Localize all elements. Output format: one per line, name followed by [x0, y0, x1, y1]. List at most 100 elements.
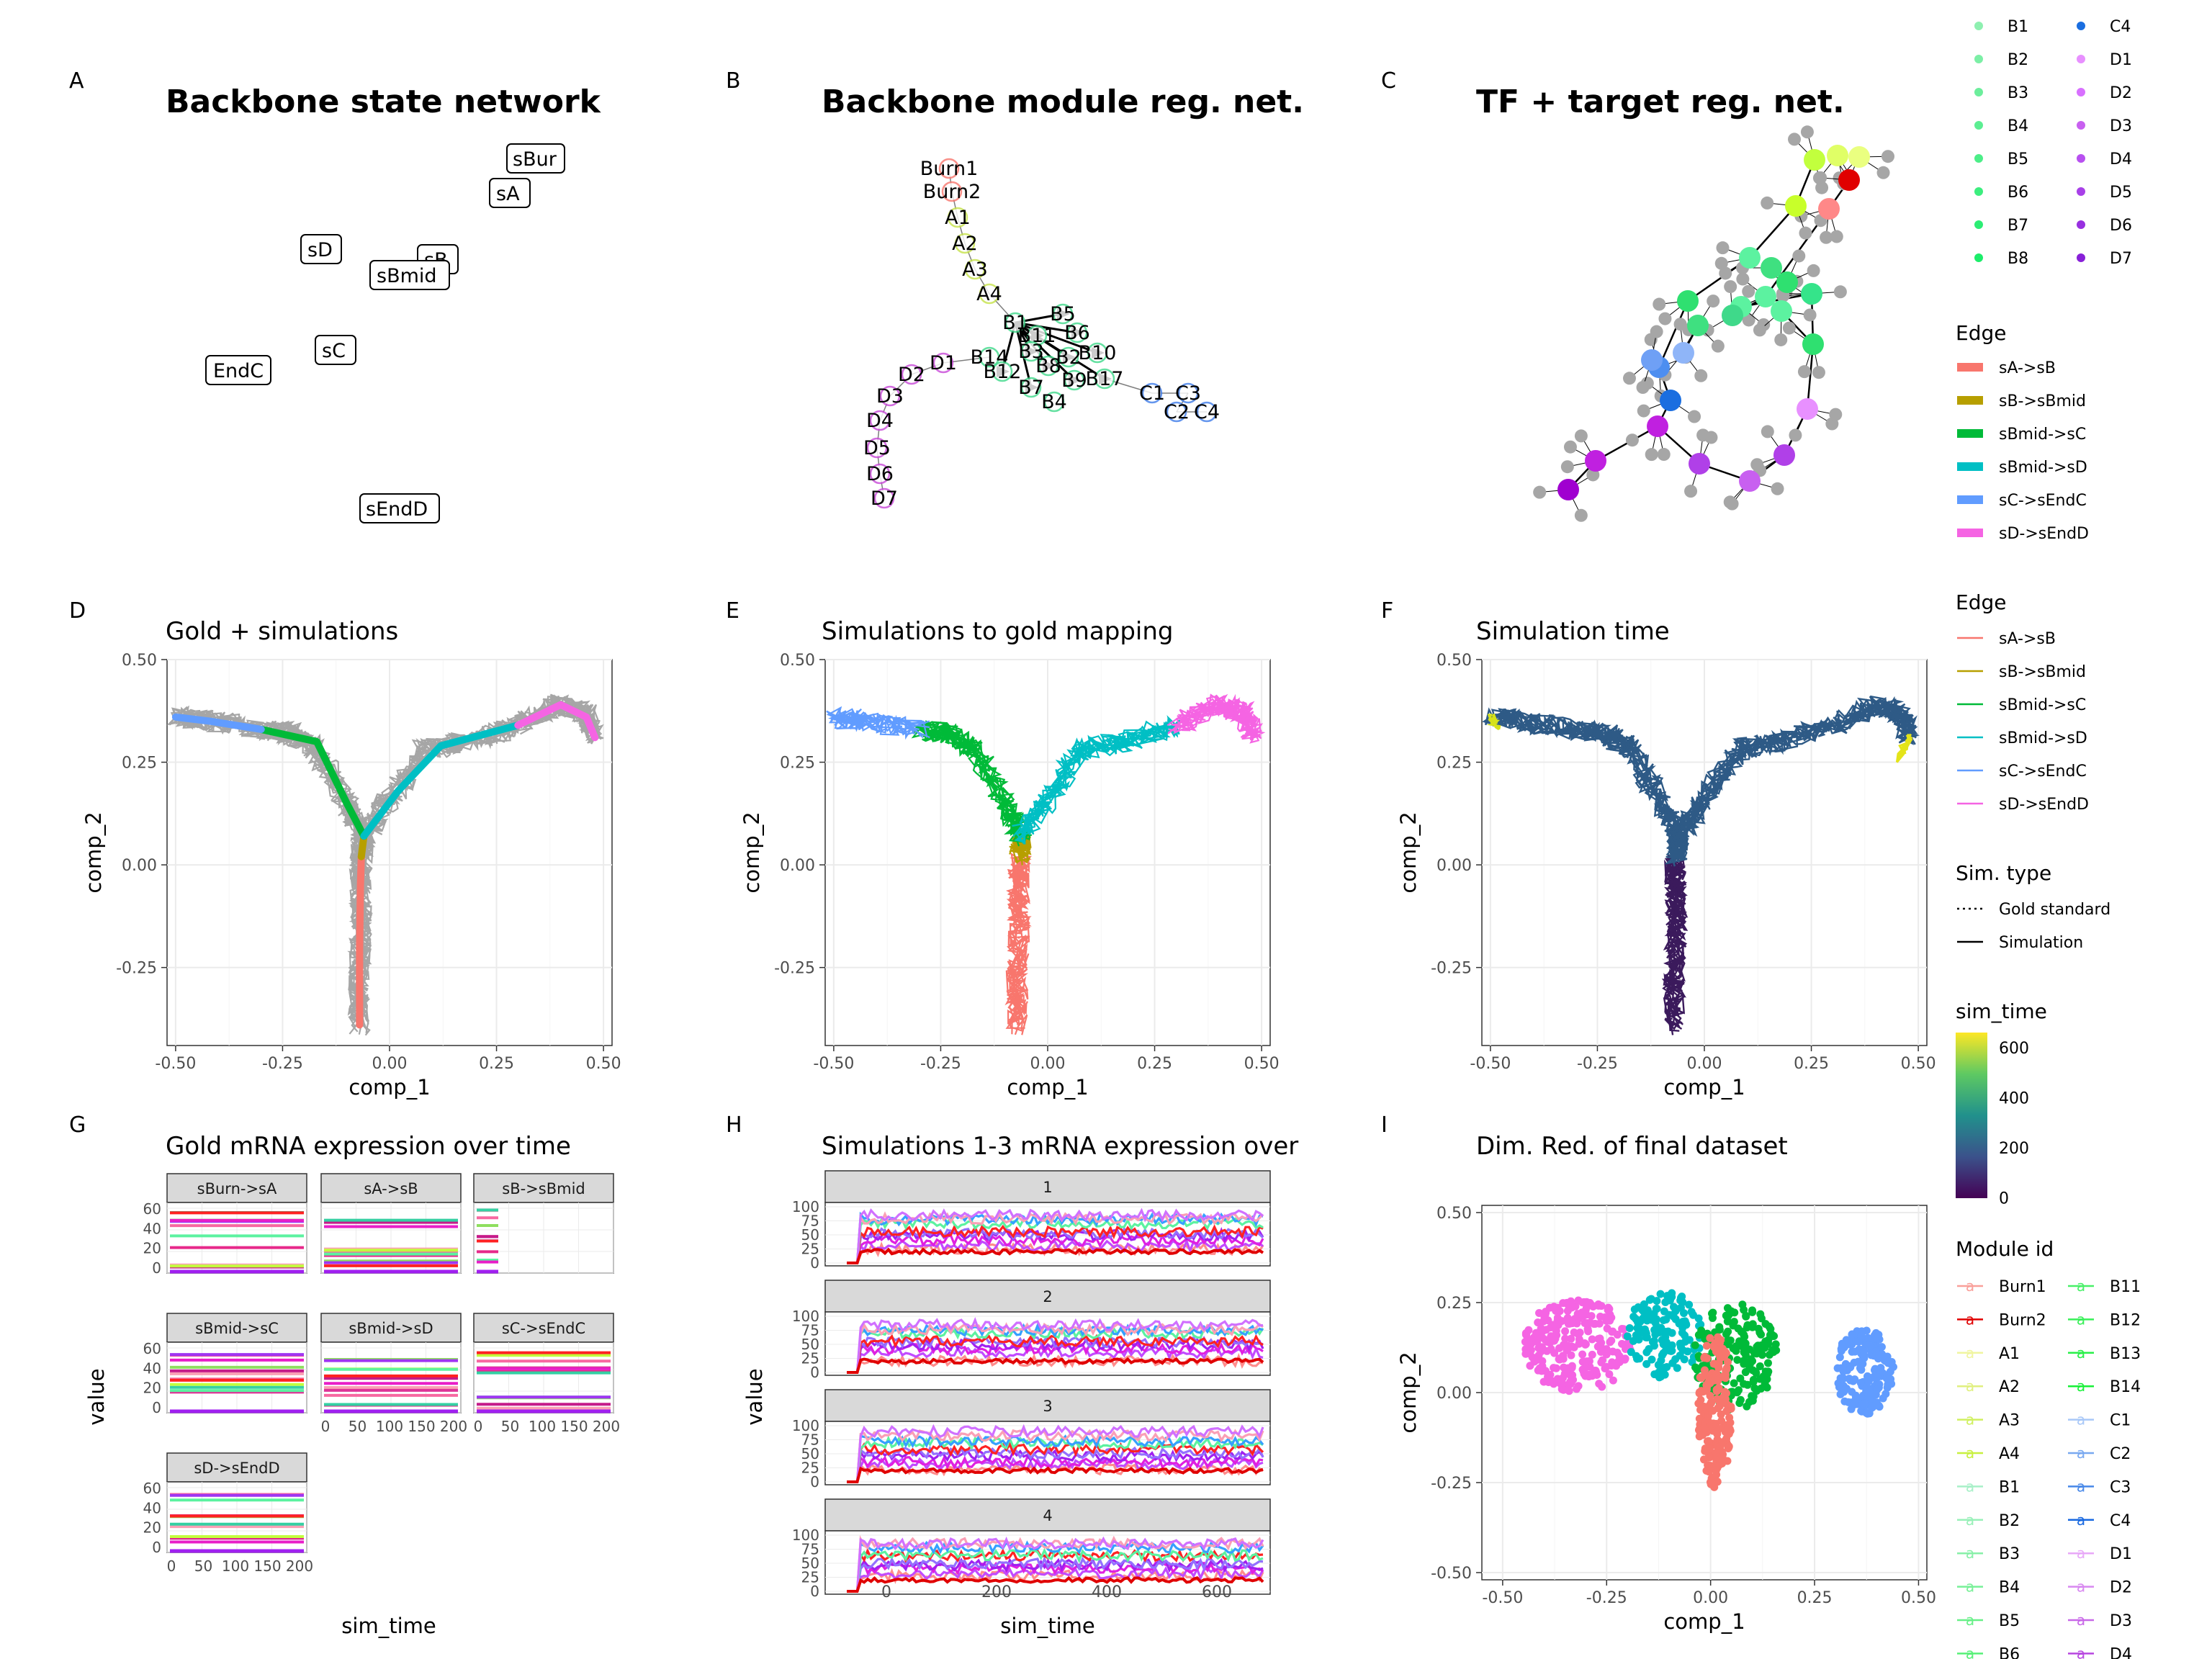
scatter-point	[1537, 1367, 1546, 1375]
target-node	[1797, 365, 1811, 379]
scatter-point	[1594, 1335, 1603, 1344]
legend-point-key	[2077, 154, 2085, 163]
scatter-point	[1582, 1298, 1591, 1306]
module-node-label: B8	[1035, 355, 1061, 377]
legend-module-label: B1	[1999, 1478, 2020, 1496]
tf-node	[1761, 257, 1782, 279]
legend-module-label: C2	[2110, 1445, 2131, 1463]
x-tick-label: 0.50	[586, 1055, 621, 1073]
scatter-point	[1739, 1344, 1748, 1352]
panel-d-gold-simulations: -0.50 -0.25 0.00 0.25 0.50 0.50 0.25 0.00 -0.25 c…	[81, 652, 621, 1100]
expression-line	[847, 1226, 1264, 1264]
legend-point-key	[1974, 220, 1983, 229]
scatter-point	[1613, 1331, 1622, 1339]
scatter-point	[1701, 1352, 1709, 1361]
module-node	[964, 258, 986, 280]
y-tick-label: 60	[143, 1480, 161, 1497]
tf-node	[1647, 415, 1668, 437]
scatter-point	[1681, 1317, 1689, 1326]
legend-point-label: B2	[2008, 51, 2028, 69]
module-node-label: B10	[1079, 342, 1117, 364]
legend-edge-key	[1957, 462, 1983, 471]
scatter-point	[1669, 1313, 1678, 1321]
y-tick-label: 25	[801, 1350, 819, 1367]
tf-node	[1755, 286, 1776, 307]
y-tick-label: 0.00	[780, 857, 815, 875]
legend-module-key-glyph: a	[1966, 1310, 1974, 1328]
target-node	[1688, 410, 1701, 423]
svg-text:sA: sA	[496, 183, 520, 205]
module-node-label: B3	[1018, 341, 1044, 363]
tf-node	[1585, 450, 1606, 472]
target-node	[1724, 280, 1737, 294]
facet-strip	[166, 1313, 307, 1343]
scatter-point	[1622, 1341, 1630, 1349]
scatter-point	[1534, 1318, 1542, 1327]
legend-edge-label: sD->sEndD	[1999, 525, 2089, 543]
scatter-point	[1676, 1341, 1685, 1350]
panel-title-i: Dim. Red. of final dataset	[1476, 1132, 1788, 1161]
x-tick-label: 0	[167, 1557, 176, 1575]
legend-module-key-glyph: a	[1966, 1411, 1974, 1429]
module-node-label: B7	[1018, 377, 1044, 399]
legend-point-label: B3	[2008, 84, 2028, 102]
panel-title-f: Simulation time	[1476, 617, 1670, 646]
scatter-point	[1718, 1438, 1727, 1447]
scatter-point	[1595, 1380, 1604, 1388]
scatter-point	[1683, 1347, 1692, 1356]
scatter-point	[1538, 1343, 1547, 1352]
target-node	[1812, 366, 1825, 379]
scatter-point	[1708, 1313, 1717, 1322]
module-node-label: D3	[876, 385, 904, 408]
scatter-point	[1594, 1300, 1603, 1309]
panel-title-h: Simulations 1-3 mRNA expression over	[822, 1132, 1298, 1161]
facet-panel: sA->sB	[320, 1173, 462, 1274]
scatter-point	[1844, 1336, 1853, 1345]
time-simulation-line	[1665, 856, 1689, 1021]
expression-line	[847, 1208, 1264, 1264]
module-node	[941, 181, 963, 202]
legend-point-label: D1	[2110, 51, 2132, 69]
scatter-point	[1771, 1340, 1780, 1349]
scatter-point	[1656, 1290, 1665, 1298]
legend-module-label: B14	[2110, 1378, 2141, 1396]
scatter-point	[1768, 1332, 1777, 1341]
target-node	[1782, 321, 1796, 335]
legend-module-key-glyph: a	[2077, 1411, 2085, 1429]
legend-module-key-glyph: a	[1966, 1611, 1974, 1629]
scatter-point	[1567, 1351, 1575, 1359]
legend-edge-key	[1957, 363, 1983, 372]
scatter-point	[1748, 1308, 1757, 1316]
facet-strip-label: sBurn->sA	[197, 1180, 277, 1197]
scatter-point	[1642, 1359, 1651, 1368]
target-node	[1815, 181, 1829, 194]
target-node	[1645, 448, 1658, 462]
scatter-point	[1546, 1370, 1555, 1379]
y-tick-label: 50	[801, 1226, 819, 1244]
scatter-point	[1702, 1466, 1711, 1475]
legend-point-key	[1974, 154, 1983, 163]
scatter-point	[1726, 1419, 1735, 1427]
target-node	[1799, 226, 1812, 240]
tf-edge	[1658, 300, 1689, 368]
expression-line	[847, 1247, 1264, 1264]
x-tick-label: 600	[1202, 1583, 1232, 1601]
legend-module-key-glyph: a	[2077, 1344, 2085, 1362]
scatter-point	[1657, 1372, 1665, 1381]
x-tick-label: 0	[474, 1418, 483, 1435]
legend-module-key-glyph: a	[1966, 1578, 1974, 1596]
x-tick-label: 0.00	[1693, 1589, 1728, 1607]
tf-node	[1739, 470, 1761, 492]
module-edge	[1015, 321, 1098, 354]
scatter-point	[1763, 1359, 1772, 1367]
tf-node	[1776, 271, 1798, 293]
state-node-sendd: sEndD	[359, 493, 440, 523]
expression-line	[847, 1317, 1264, 1374]
svg-text:sEndD: sEndD	[366, 498, 428, 521]
scatter-point	[1691, 1363, 1700, 1372]
x-tick-label: 400	[1092, 1583, 1122, 1601]
panel-title-d: Gold + simulations	[166, 617, 398, 646]
scatter-point	[1856, 1362, 1865, 1371]
legend-point-key	[2077, 253, 2085, 262]
